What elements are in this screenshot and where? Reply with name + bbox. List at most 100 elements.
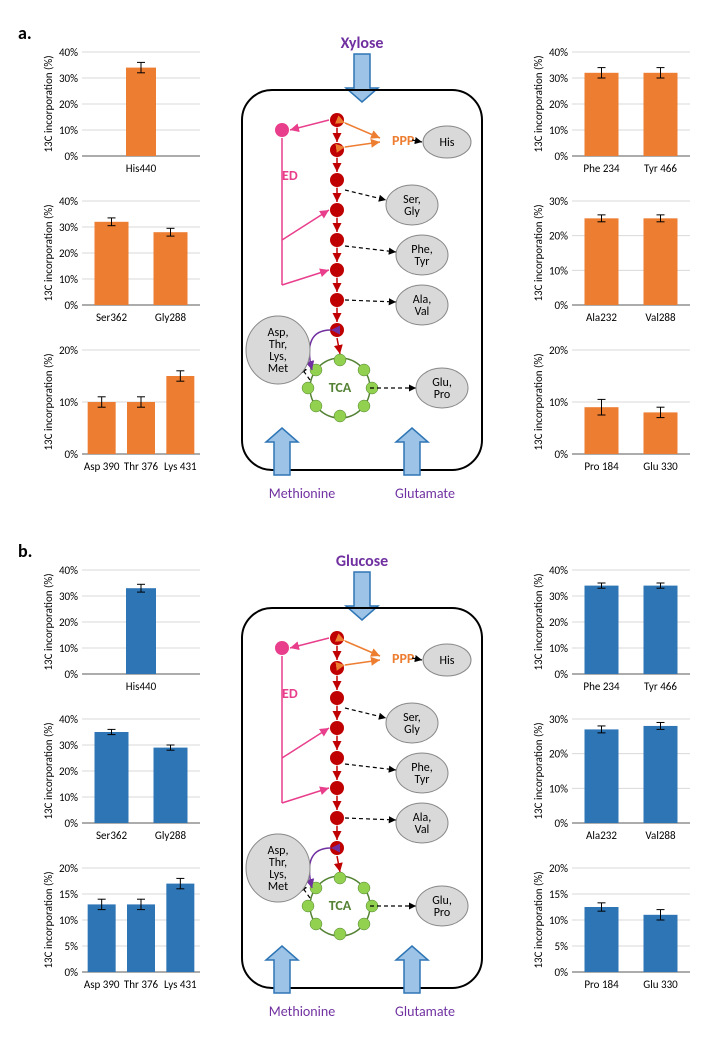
svg-text:Tyr 466: Tyr 466: [644, 680, 677, 693]
svg-text:30%: 30%: [549, 72, 568, 85]
svg-text:20%: 20%: [549, 230, 568, 243]
svg-text:13C incorporation (%): 13C incorporation (%): [42, 871, 55, 968]
svg-text:30%: 30%: [59, 72, 78, 85]
tca-node: [334, 928, 346, 940]
svg-text:10%: 10%: [549, 124, 568, 137]
tca-node: [358, 918, 370, 930]
svg-text:Gly288: Gly288: [155, 311, 187, 324]
bar-chart-phetyr: 0%10%20%30%40%Phe 234Tyr 46613C incorpor…: [530, 562, 695, 702]
svg-text:0%: 0%: [65, 448, 79, 461]
entry-arrow: [346, 54, 378, 102]
bar-chart-asp: 0%10%20%Asp 390Thr 376Lys 43113C incorpo…: [40, 342, 205, 482]
metabolic-diagram: XyloseEDPPPTCAHisSer,GlyPhe,TyrAla,ValAs…: [222, 30, 502, 510]
metabolite-node: [330, 691, 344, 705]
tca-node: [310, 918, 322, 930]
entry-arrow: [266, 946, 298, 993]
svg-text:0%: 0%: [555, 448, 569, 461]
methionine-label: Methionine: [269, 485, 335, 502]
aa-text: Met: [268, 362, 288, 376]
metabolite-node: [330, 781, 344, 795]
svg-text:13C incorporation (%): 13C incorporation (%): [42, 573, 55, 670]
svg-text:Glu 330: Glu 330: [643, 460, 678, 473]
svg-text:13C incorporation (%): 13C incorporation (%): [532, 204, 545, 301]
svg-text:Lys 431: Lys 431: [164, 460, 197, 473]
svg-text:0%: 0%: [65, 668, 79, 681]
svg-text:Tyr 466: Tyr 466: [644, 162, 677, 175]
svg-text:His440: His440: [126, 162, 157, 175]
svg-text:30%: 30%: [549, 590, 568, 603]
bar-chart-sergly: 0%10%20%30%40%Ser362Gly28813C incorporat…: [40, 711, 205, 851]
aa-text: Pro: [434, 906, 451, 920]
entry-arrow: [396, 946, 428, 993]
svg-text:13C incorporation (%): 13C incorporation (%): [532, 871, 545, 968]
glutamate-label: Glutamate: [395, 485, 455, 502]
bar: [585, 218, 619, 305]
tca-node: [358, 882, 370, 894]
svg-text:Asp 390: Asp 390: [84, 978, 120, 991]
metabolite-node: [330, 751, 344, 765]
tca-label: TCA: [329, 897, 352, 914]
ed-node: [275, 123, 289, 137]
metabolite-node: [330, 293, 344, 307]
metabolite-node: [330, 841, 344, 855]
bar: [126, 588, 156, 674]
bar: [585, 73, 619, 156]
svg-text:Thr 376: Thr 376: [124, 978, 159, 991]
aa-text: His: [440, 654, 455, 668]
ed-label: ED: [282, 167, 298, 184]
bar-chart-proglu: 0%5%10%15%20%Pro 184Glu 33013C incorpora…: [530, 860, 695, 1000]
svg-text:Thr 376: Thr 376: [124, 460, 159, 473]
bar: [644, 73, 678, 156]
entry-arrow: [266, 428, 298, 475]
bar: [95, 222, 129, 305]
svg-text:Val288: Val288: [645, 829, 676, 842]
bar: [154, 748, 188, 823]
svg-text:20%: 20%: [59, 98, 78, 111]
svg-text:Lys 431: Lys 431: [164, 978, 197, 991]
aa-text: Val: [415, 305, 430, 319]
svg-text:Phe 234: Phe 234: [583, 162, 620, 175]
tca-node: [302, 382, 314, 394]
svg-text:10%: 10%: [59, 396, 78, 409]
svg-text:40%: 40%: [549, 564, 568, 577]
svg-text:10%: 10%: [549, 782, 568, 795]
svg-text:40%: 40%: [549, 46, 568, 59]
bar: [127, 402, 155, 454]
bar-chart-alaval: 0%10%20%30%Ala232Val28813C incorporation…: [530, 711, 695, 851]
aa-text: Tyr: [415, 773, 430, 787]
svg-text:0%: 0%: [65, 299, 79, 312]
svg-text:0%: 0%: [65, 817, 79, 830]
ed-label: ED: [282, 685, 298, 702]
ppp-label: PPP: [392, 132, 415, 149]
bar: [644, 412, 678, 454]
svg-text:Ser362: Ser362: [96, 829, 128, 842]
svg-text:20%: 20%: [549, 344, 568, 357]
svg-text:10%: 10%: [549, 396, 568, 409]
bar: [88, 402, 116, 454]
metabolite-node: [330, 203, 344, 217]
metabolite-node: [330, 113, 344, 127]
svg-text:0%: 0%: [555, 817, 569, 830]
svg-text:20%: 20%: [59, 247, 78, 260]
metabolite-node: [330, 661, 344, 675]
svg-text:13C incorporation (%): 13C incorporation (%): [532, 353, 545, 450]
svg-text:Gly288: Gly288: [155, 829, 187, 842]
svg-text:Glu 330: Glu 330: [643, 978, 678, 991]
svg-text:20%: 20%: [549, 616, 568, 629]
svg-text:Pro 184: Pro 184: [584, 978, 619, 991]
metabolic-diagram: GlucoseEDPPPTCAHisSer,GlyPhe,TyrAla,ValA…: [222, 548, 502, 1028]
bar-chart-his: 0%10%20%30%40%His44013C incorporation (%…: [40, 562, 205, 702]
bar-chart-his: 0%10%20%30%40%His44013C incorporation (%…: [40, 44, 205, 184]
tca-node: [302, 900, 314, 912]
aa-text: Gly: [404, 205, 420, 219]
bar: [154, 232, 188, 305]
svg-text:0%: 0%: [65, 966, 79, 979]
tca-node: [334, 354, 346, 366]
svg-text:5%: 5%: [65, 940, 79, 953]
bar: [644, 915, 678, 972]
figure-root: a.0%10%20%30%40%His44013C incorporation …: [0, 0, 724, 1053]
bar: [585, 586, 619, 674]
metabolite-node: [330, 173, 344, 187]
bar: [95, 732, 129, 823]
aa-text: Val: [415, 823, 430, 837]
